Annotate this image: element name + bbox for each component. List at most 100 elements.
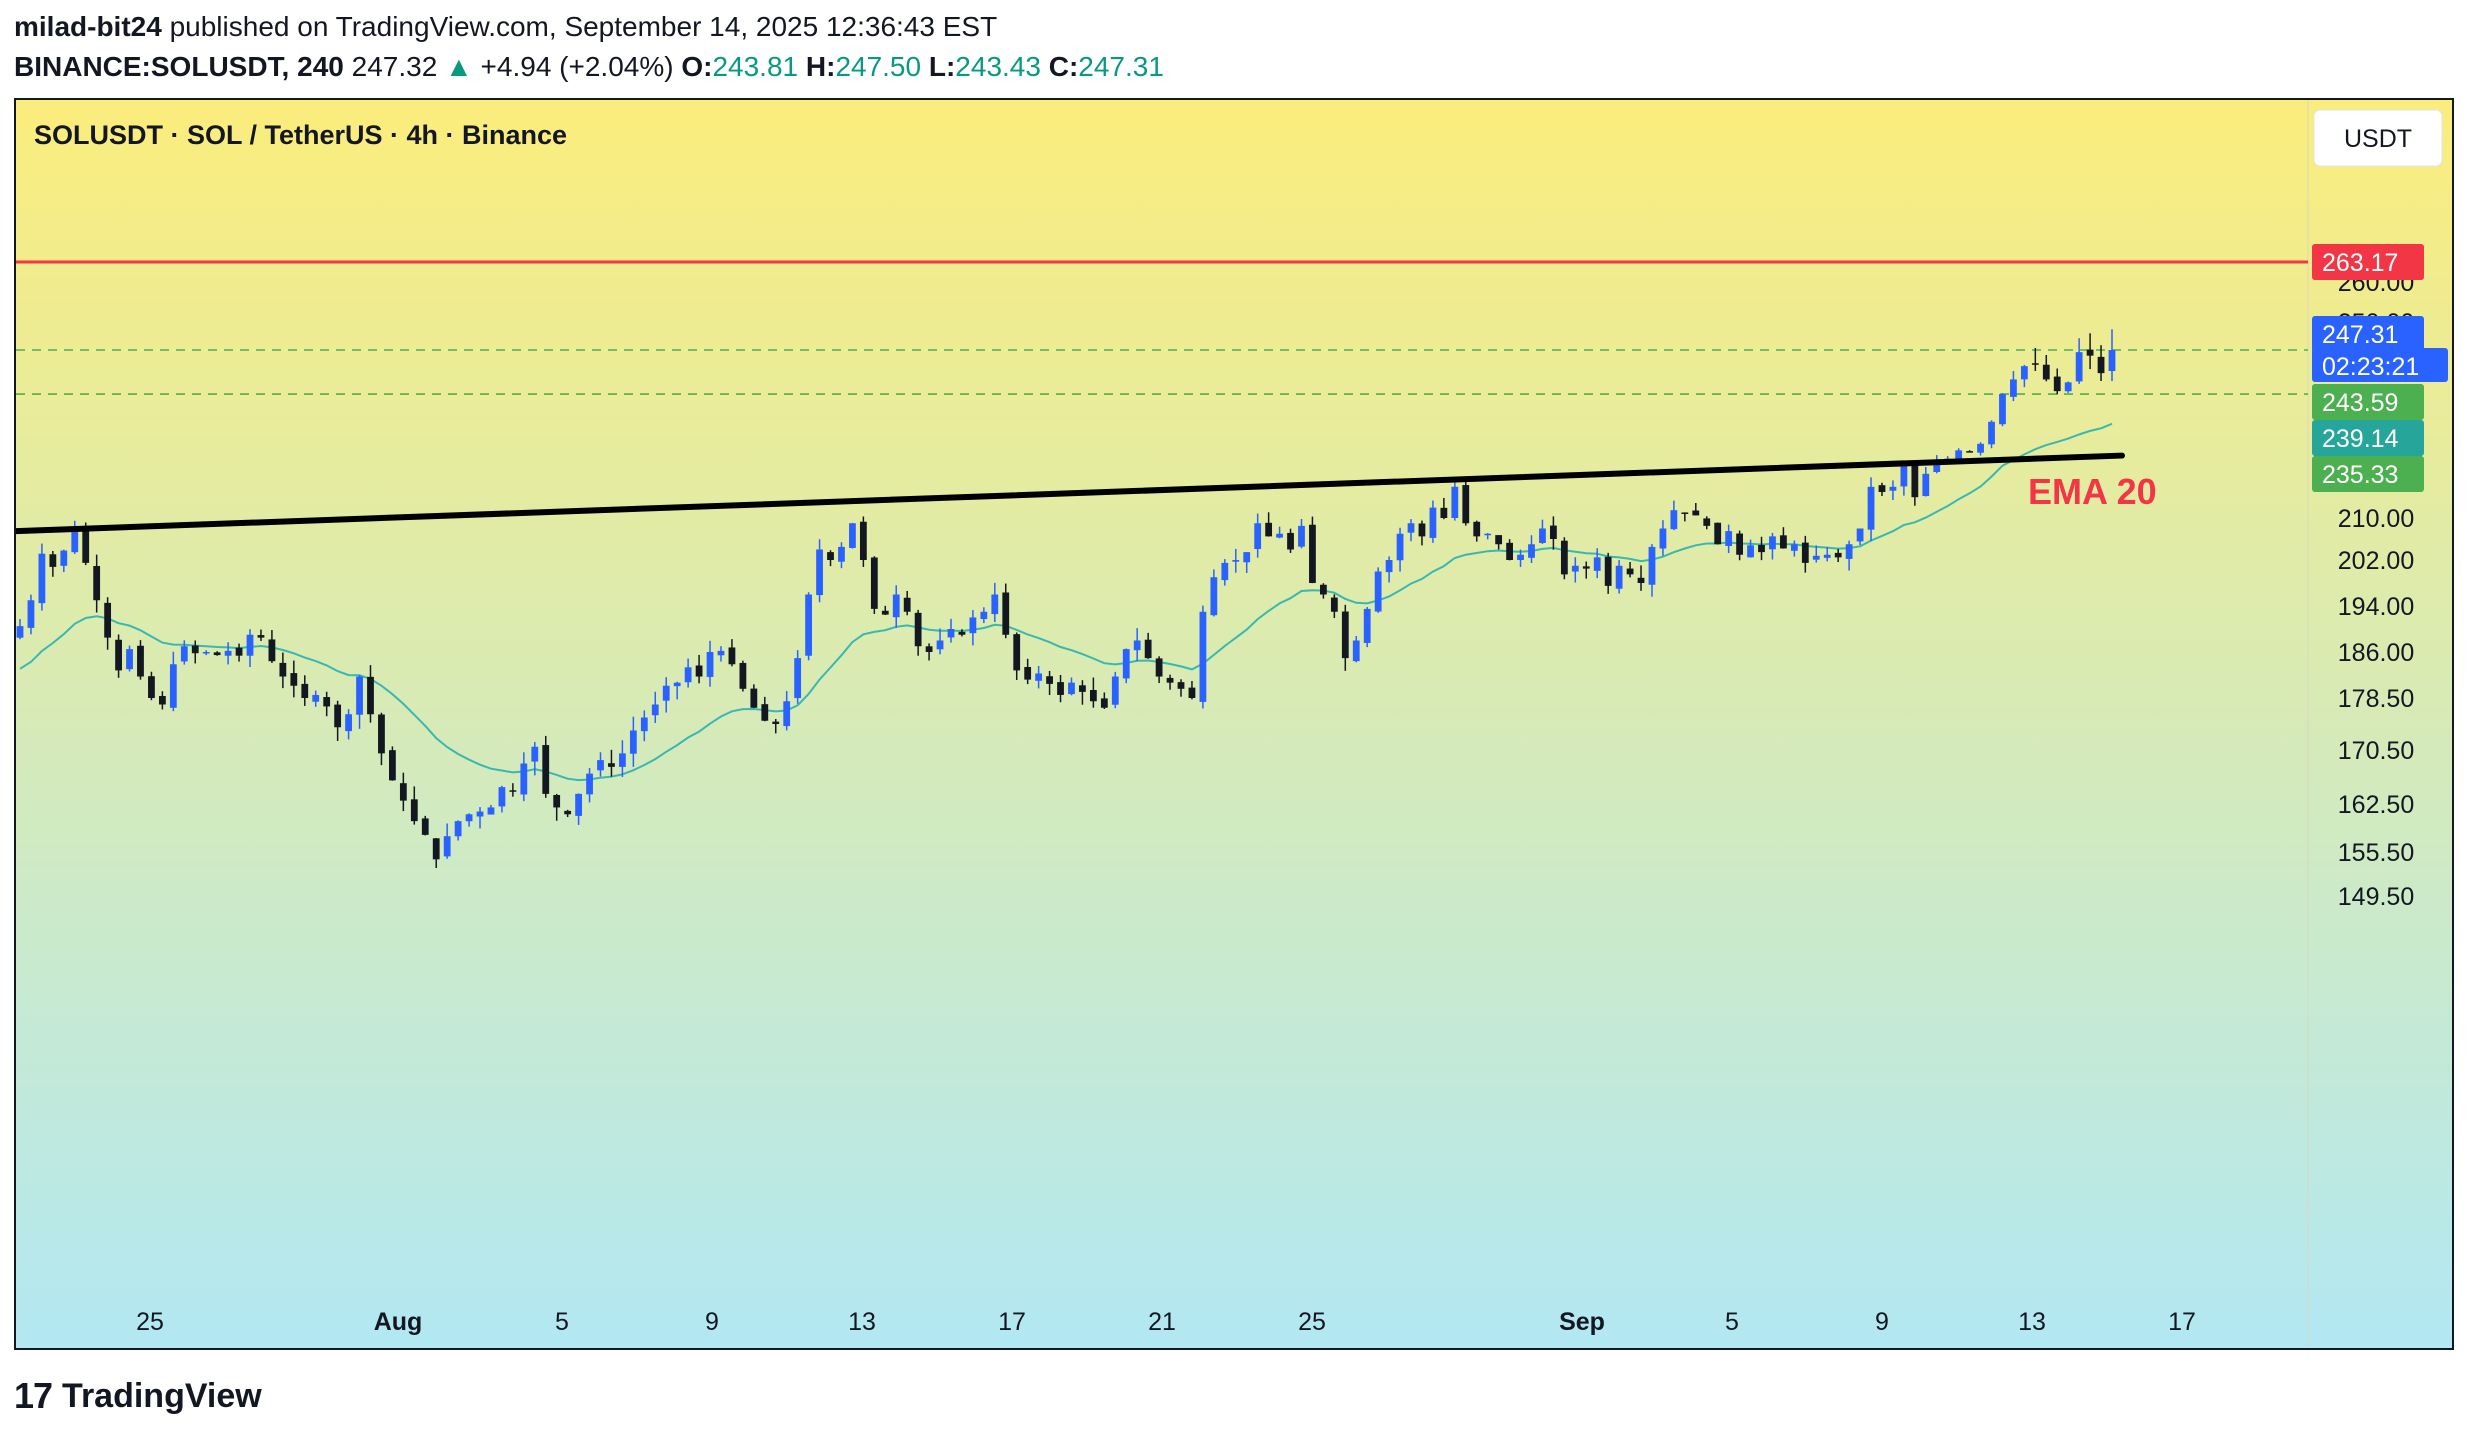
- candle-body: [180, 646, 188, 662]
- candle-body: [1758, 544, 1765, 553]
- candle-body: [1495, 535, 1503, 545]
- candle-body: [1462, 485, 1470, 524]
- candle-body: [16, 626, 24, 638]
- candle-body: [1571, 565, 1579, 572]
- candle-body: [531, 746, 539, 762]
- candle-body: [1133, 640, 1141, 651]
- candle-body: [148, 676, 155, 698]
- time-tick-label: 13: [2018, 1308, 2046, 1336]
- chart-frame[interactable]: 260.00250.00220.00210.00202.00194.00186.…: [14, 98, 2454, 1350]
- last-price: 247.32: [351, 51, 438, 82]
- candle-body: [1659, 528, 1667, 549]
- candle-body: [991, 594, 999, 615]
- candle-body: [903, 597, 911, 612]
- candle-body: [2064, 382, 2072, 392]
- candle-body: [1122, 649, 1130, 679]
- candle-body: [1648, 546, 1656, 585]
- candle-body: [290, 673, 298, 686]
- candle-body: [1396, 533, 1404, 561]
- candle-body: [827, 552, 834, 560]
- time-tick-label: 5: [555, 1308, 569, 1336]
- candle-body: [1429, 507, 1437, 538]
- candle-body: [1550, 525, 1557, 539]
- low-value: 243.43: [955, 51, 1041, 82]
- candle-body: [1506, 542, 1513, 560]
- candle-body: [695, 665, 703, 677]
- price-tick-label: 170.50: [2338, 737, 2414, 765]
- candle-body: [1801, 542, 1809, 563]
- time-tick-label: 21: [1148, 1308, 1176, 1336]
- candle-body: [1703, 518, 1711, 526]
- published-text: published on TradingView.com, September …: [169, 11, 998, 42]
- ema-value-label: 239.14: [2322, 425, 2399, 453]
- currency-button-label[interactable]: USDT: [2344, 125, 2412, 153]
- candle-body: [1780, 535, 1787, 549]
- candle-body: [334, 704, 342, 728]
- close-label: C:: [1048, 51, 1079, 82]
- candle-body: [849, 523, 856, 548]
- open-label: O:: [681, 51, 713, 82]
- tradingview-logo-icon: 17: [14, 1375, 53, 1416]
- candle-body: [881, 610, 889, 615]
- candle-body: [597, 760, 604, 771]
- candle-body: [608, 763, 615, 767]
- candle-body: [1725, 531, 1733, 546]
- ema-annotation: EMA 20: [2028, 471, 2157, 512]
- price-tick-label: 178.50: [2338, 685, 2414, 713]
- candle-body: [783, 701, 791, 727]
- candle-body: [1013, 634, 1021, 671]
- candle-body: [1889, 486, 1897, 491]
- candle-body: [2053, 376, 2061, 392]
- candle-body: [870, 557, 878, 609]
- candle-body: [301, 683, 309, 698]
- candle-body: [1637, 577, 1645, 583]
- candle-body: [728, 647, 736, 665]
- candle-body: [1144, 639, 1152, 659]
- candle-body: [1823, 554, 1831, 558]
- last-price-label: 247.31: [2322, 321, 2398, 349]
- candle-body: [2020, 366, 2028, 380]
- candle-body: [750, 688, 758, 708]
- candle-body: [1615, 565, 1623, 589]
- currency-button[interactable]: USDT: [2313, 109, 2443, 167]
- chart-canvas[interactable]: 260.00250.00220.00210.00202.00194.00186.…: [16, 100, 2452, 1348]
- candle-body: [399, 783, 407, 801]
- resistance-label-bg: [2312, 244, 2424, 280]
- candle-body: [1988, 421, 1995, 445]
- symbol-interval: BINANCE:SOLUSDT, 240: [14, 51, 344, 82]
- candle-body: [213, 652, 221, 656]
- candle-body: [279, 662, 287, 677]
- candle-body: [71, 528, 79, 553]
- change-text: +4.94 (+2.04%): [480, 51, 674, 82]
- candle-body: [1407, 523, 1415, 533]
- candle-body: [1867, 486, 1875, 530]
- candle-body: [1473, 521, 1481, 537]
- price-tick-label: 186.00: [2338, 639, 2414, 667]
- time-tick-label: 17: [2168, 1308, 2196, 1336]
- author-name[interactable]: milad-bit24: [14, 11, 162, 42]
- candle-body: [1199, 611, 1207, 702]
- currency-button-bg[interactable]: [2313, 109, 2443, 167]
- time-axis[interactable]: 25 Aug 5 9 13 17 21 25 Sep 5 9 13 17: [136, 1308, 2196, 1336]
- candle-body: [1539, 528, 1546, 543]
- candle-body: [312, 694, 320, 702]
- horizontal-lines: [16, 260, 2308, 395]
- candle-body: [1769, 536, 1776, 550]
- candle-body: [1068, 682, 1075, 695]
- candle-body: [2097, 356, 2105, 374]
- candle-body: [1232, 560, 1240, 562]
- candle-body: [49, 554, 57, 567]
- candle-body: [1330, 597, 1338, 612]
- candle-body: [1352, 640, 1360, 662]
- candle-body: [1035, 673, 1043, 681]
- candle-body: [137, 645, 144, 677]
- open-value: 243.81: [712, 51, 799, 82]
- candle-body: [1955, 450, 1963, 460]
- candle-body: [2031, 363, 2039, 365]
- candle-body: [1385, 560, 1393, 573]
- candle-body: [1582, 566, 1590, 569]
- candle-body: [1166, 677, 1174, 683]
- level-2-label: 235.33: [2322, 461, 2398, 489]
- candle-body: [1812, 555, 1820, 560]
- candle-body: [1714, 522, 1722, 545]
